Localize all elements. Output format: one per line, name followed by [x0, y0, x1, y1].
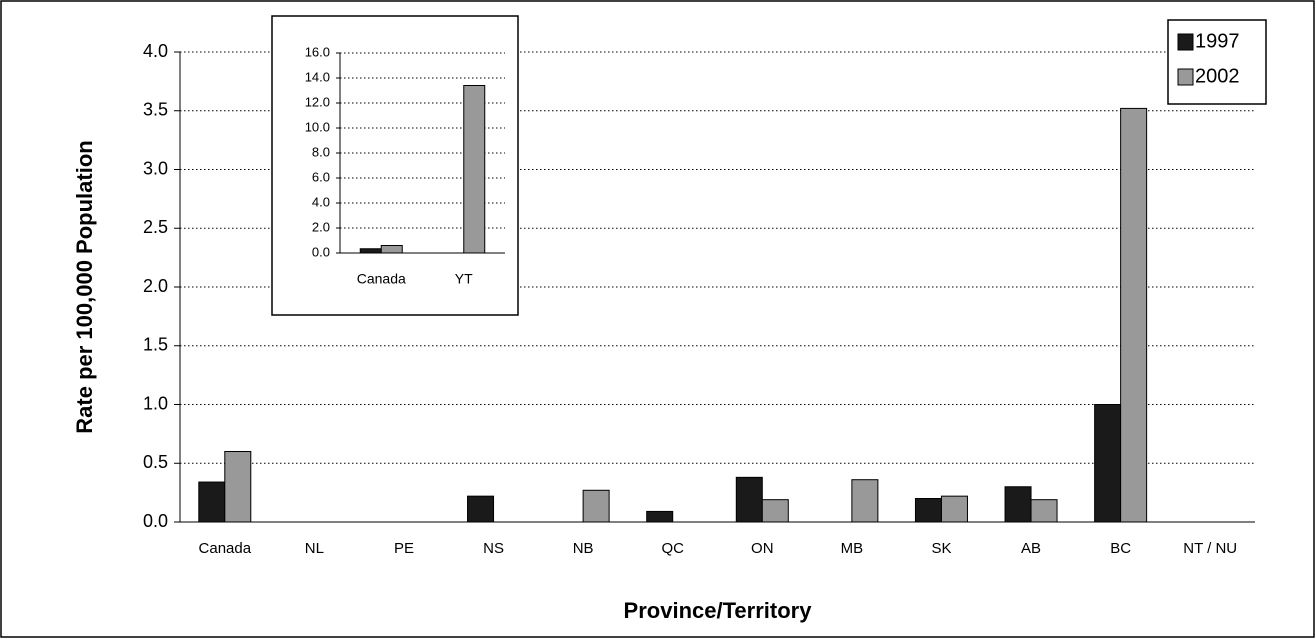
- bar: [735, 476, 763, 523]
- bar: [914, 498, 942, 523]
- y-tick-label: 2.0: [312, 219, 330, 234]
- y-tick-label: 12.0: [305, 94, 330, 109]
- y-tick-label: 1.5: [143, 335, 168, 355]
- y-tick-label: 2.5: [143, 217, 168, 237]
- x-tick-label: BC: [1110, 540, 1131, 557]
- bar: [1030, 499, 1058, 523]
- x-tick-label: NT / NU: [1183, 540, 1237, 557]
- y-tick-label: 0.0: [312, 244, 330, 259]
- bar: [1094, 404, 1122, 523]
- legend-swatch: [1177, 33, 1194, 51]
- y-tick-label: 6.0: [312, 169, 330, 184]
- y-tick-label: 0.0: [143, 511, 168, 531]
- y-tick-label: 2.0: [143, 276, 168, 296]
- x-tick-label: Canada: [199, 540, 252, 557]
- x-tick-label: AB: [1021, 540, 1041, 557]
- bar: [940, 495, 968, 523]
- bar: [198, 481, 226, 523]
- y-tick-label: 4.0: [143, 41, 168, 61]
- bar: [1004, 486, 1032, 523]
- x-tick-label: QC: [661, 540, 684, 557]
- bar: [463, 85, 486, 254]
- x-tick-label: MB: [841, 540, 864, 557]
- y-tick-label: 1.0: [143, 393, 168, 413]
- bar: [467, 495, 495, 523]
- legend-swatch: [1177, 68, 1194, 86]
- y-tick-label: 4.0: [312, 194, 330, 209]
- y-tick-label: 3.5: [143, 100, 168, 120]
- x-tick-label: YT: [455, 271, 473, 287]
- legend-label: 2002: [1195, 65, 1240, 87]
- y-tick-label: 16.0: [305, 44, 330, 59]
- x-tick-label: ON: [751, 540, 774, 557]
- x-tick-label: Canada: [357, 271, 406, 287]
- bar: [646, 510, 674, 523]
- y-tick-label: 8.0: [312, 144, 330, 159]
- x-tick-label: NL: [305, 540, 324, 557]
- x-tick-label: PE: [394, 540, 414, 557]
- y-tick-label: 0.5: [143, 452, 168, 472]
- x-tick-label: NB: [573, 540, 594, 557]
- bar: [761, 499, 789, 523]
- bar: [851, 479, 879, 523]
- y-tick-label: 3.0: [143, 158, 168, 178]
- bar: [359, 248, 382, 254]
- y-tick-label: 14.0: [305, 69, 330, 84]
- x-tick-label: NS: [483, 540, 504, 557]
- legend-label: 1997: [1195, 30, 1240, 52]
- x-axis-title: Province/Territory: [624, 598, 813, 623]
- bar: [582, 489, 610, 523]
- bar: [1120, 107, 1148, 523]
- y-tick-label: 10.0: [305, 119, 330, 134]
- y-axis-title: Rate per 100,000 Population: [72, 140, 97, 433]
- bar: [380, 245, 403, 254]
- x-tick-label: SK: [931, 540, 951, 557]
- bar: [224, 451, 252, 523]
